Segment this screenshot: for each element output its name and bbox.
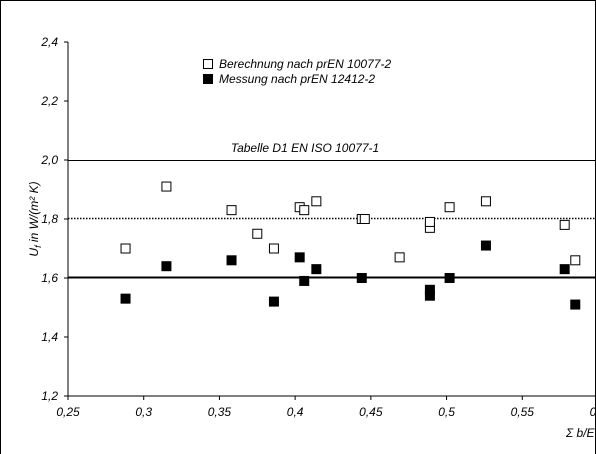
- point-berechnung: [394, 252, 405, 263]
- point-messung: [299, 275, 310, 286]
- legend-marker-filled: [203, 74, 213, 84]
- point-messung: [161, 261, 172, 272]
- y-tick-label: 1,8: [41, 212, 58, 226]
- point-berechnung: [299, 205, 310, 216]
- point-messung: [424, 290, 435, 301]
- point-berechnung: [120, 243, 131, 254]
- point-berechnung: [226, 205, 237, 216]
- y-tick-label: 2,4: [40, 35, 58, 49]
- point-messung: [226, 255, 237, 266]
- point-messung: [356, 273, 367, 283]
- point-messung: [120, 293, 131, 304]
- y-axis-label: Uf in W/(m² K): [27, 181, 43, 256]
- x-tick-label: 0,4: [287, 405, 304, 419]
- x-tick-label: 0,6: [590, 405, 596, 419]
- point-berechnung: [252, 228, 263, 239]
- x-tick-label: 0,45: [359, 405, 383, 419]
- point-messung: [444, 273, 455, 283]
- x-tick-label: 0,35: [208, 405, 232, 419]
- annotation-tabelle: Tabelle D1 EN ISO 10077-1: [231, 141, 379, 155]
- x-axis-label: Σ b/E: [565, 426, 596, 440]
- point-berechnung: [161, 181, 172, 192]
- point-messung: [570, 299, 581, 310]
- y-tick-label: 2,2: [40, 94, 58, 108]
- point-berechnung: [559, 219, 570, 230]
- point-berechnung: [311, 196, 322, 207]
- point-messung: [480, 240, 491, 251]
- point-berechnung: [444, 202, 455, 213]
- x-tick-label: 0,5: [438, 405, 455, 419]
- legend-marker-open: [203, 59, 213, 69]
- x-tick-label: 0,3: [135, 405, 152, 419]
- legend: Berechnung nach prEN 10077-2 Messung nac…: [203, 57, 391, 86]
- point-berechnung: [570, 255, 581, 266]
- point-messung: [294, 252, 305, 263]
- point-messung: [559, 264, 570, 275]
- point-messung: [311, 264, 322, 275]
- point-berechnung: [480, 196, 491, 207]
- y-tick-label: 1,6: [41, 271, 58, 285]
- point-berechnung: [359, 214, 370, 224]
- y-tick-label: 2,0: [40, 153, 58, 167]
- legend-label-messung: Messung nach prEN 12412-2: [219, 72, 375, 86]
- x-tick-label: 0,25: [56, 405, 80, 419]
- point-berechnung: [424, 216, 435, 227]
- x-tick-label: 0,55: [511, 405, 535, 419]
- legend-label-berechnung: Berechnung nach prEN 10077-2: [219, 57, 391, 71]
- y-tick-label: 1,4: [41, 330, 58, 344]
- y-tick-label: 1,2: [41, 389, 58, 403]
- point-berechnung: [268, 243, 279, 254]
- point-messung: [268, 296, 279, 307]
